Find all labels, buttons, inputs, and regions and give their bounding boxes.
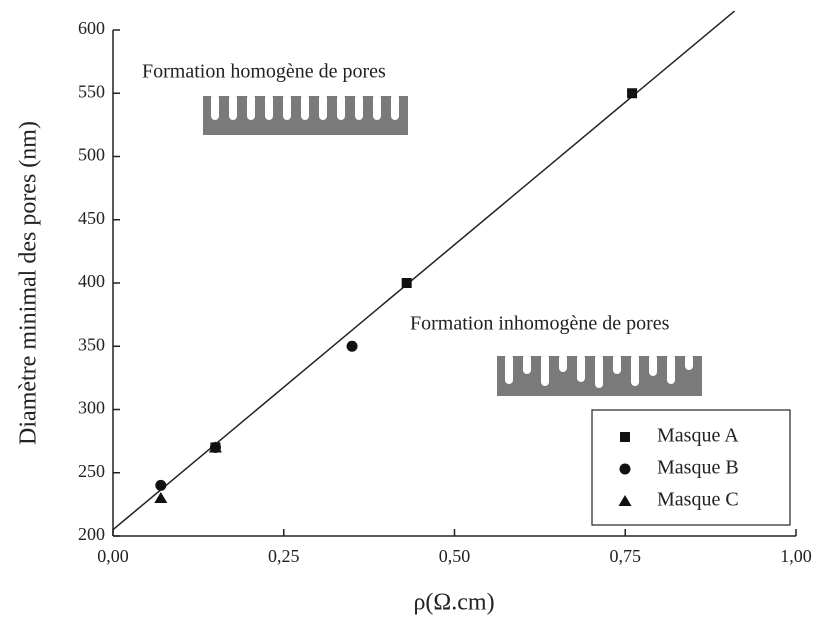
point xyxy=(154,492,168,504)
legend-label: Masque C xyxy=(657,489,739,511)
x-tick-label: 0,75 xyxy=(610,546,642,566)
legend-label: Masque B xyxy=(657,457,739,479)
point xyxy=(627,88,638,99)
annotation: Formation inhomogène de pores xyxy=(410,313,670,335)
y-tick-label: 600 xyxy=(78,18,105,38)
x-tick-label: 0,50 xyxy=(439,546,471,566)
y-axis-label: Diamètre minimal des pores (nm) xyxy=(16,121,42,445)
y-tick-label: 550 xyxy=(78,81,105,101)
y-tick-label: 250 xyxy=(78,461,105,481)
y-tick-label: 400 xyxy=(78,271,105,291)
point xyxy=(346,340,358,352)
annotation: Formation homogène de pores xyxy=(142,61,386,83)
pore-diagram-homogeneous xyxy=(203,94,408,135)
y-tick-label: 200 xyxy=(78,524,105,544)
legend-marker xyxy=(619,463,631,475)
legend-marker xyxy=(620,432,630,442)
y-tick-label: 350 xyxy=(78,334,105,354)
x-tick-label: 0,25 xyxy=(268,546,300,566)
y-tick-label: 450 xyxy=(78,208,105,228)
legend-marker xyxy=(618,495,632,506)
x-axis-label: ρ(Ω.cm) xyxy=(413,590,494,616)
pore-diagram-inhomogeneous xyxy=(497,354,702,396)
x-tick-label: 0,00 xyxy=(97,546,129,566)
legend-label: Masque A xyxy=(657,425,739,447)
point xyxy=(401,278,412,288)
y-tick-label: 300 xyxy=(78,398,105,418)
y-tick-label: 500 xyxy=(78,145,105,165)
x-tick-label: 1,00 xyxy=(780,546,812,566)
point xyxy=(208,441,222,453)
point xyxy=(155,479,167,491)
